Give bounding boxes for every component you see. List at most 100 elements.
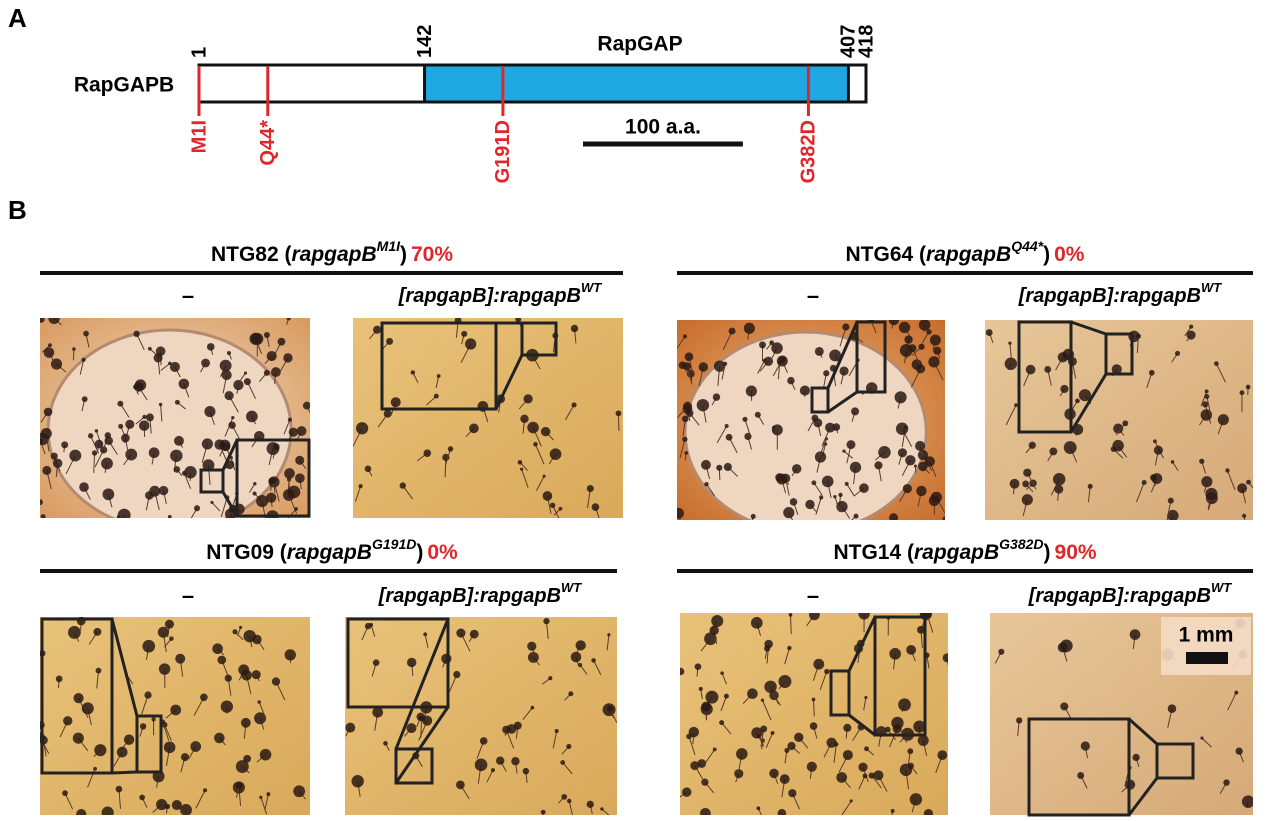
stalk [944,518,945,520]
spore-head [844,481,849,486]
spore-head [169,636,174,641]
stalk [162,721,170,741]
stalk [680,671,682,674]
stalk [1009,343,1012,358]
spore-head [819,495,824,500]
spore-head [929,334,941,346]
inset-small [199,468,225,494]
spore-head [266,792,271,797]
spore-head [345,722,356,733]
stalk [183,473,192,490]
inset-big [235,438,311,518]
spore-head [530,705,535,710]
stalk [260,797,268,815]
inset-connector [1127,777,1159,816]
spore-head [688,726,700,738]
spore-head [243,754,252,763]
paren: ) [416,541,423,564]
stalk [424,634,429,648]
spore-head [1080,741,1090,751]
stalk [562,762,573,775]
spore-head [464,338,477,350]
spore-head [174,399,180,405]
spore-head [263,369,270,376]
protein-name: RapGAPB [74,74,174,97]
spore-head [540,426,551,437]
spore-head [243,378,251,386]
spore-head [259,795,263,799]
spore-head [266,492,277,503]
spore-head [1201,476,1213,488]
spore-head [902,483,912,494]
spore-head [787,645,792,651]
inset-big [346,617,450,709]
spore-head [1241,795,1253,808]
spore-head [823,370,830,377]
spore-head [266,442,280,455]
spore-head [1113,423,1124,434]
stalk [42,516,44,518]
spore-head [878,446,891,459]
stalk [1166,500,1172,520]
spore-head [787,741,796,751]
inset-connector [826,321,859,389]
strain-title: NTG09 (rapgapBG191D) 0% [206,536,458,564]
spore-head [542,474,546,478]
spore-head [842,449,846,453]
inset-connector [1069,373,1108,433]
paren: ) [1044,541,1051,564]
spore-head [224,674,232,682]
spore-head [754,411,761,418]
spore-head [806,761,817,772]
spore-head [170,449,183,462]
spore-head [232,629,238,635]
spore-head [158,402,163,407]
spore-head [95,667,102,674]
strain-panels: NTG82 (rapgapBM1I) 70%– [rapgapB]:rapgapBW… [40,238,1253,817]
rescue-percent: 90% [1055,541,1097,564]
spore-head [151,717,156,722]
inset-big [1027,717,1131,817]
spore-head [358,484,363,489]
spore-head [543,618,550,625]
spore-head [813,418,823,428]
spore-head [696,398,710,412]
photo [40,617,310,815]
construct-label: [rapgapB]:rapgapBWT [378,580,583,607]
spore-head [1111,364,1122,375]
spore-head [288,427,298,437]
spore-head [52,458,63,469]
stalk [720,695,727,712]
rescue-percent: 0% [427,541,458,564]
spore-head [214,439,225,450]
spore-head [704,632,717,646]
spore-head [942,653,948,663]
spore-head [725,433,733,441]
spore-head [683,401,693,411]
spore-head [889,513,899,520]
spore-head [712,393,721,401]
stalk [190,507,198,518]
spore-head [72,347,76,351]
spore-head [1245,384,1251,390]
spore-head [1112,439,1124,452]
spore-head [836,772,848,783]
spore-head [728,327,736,335]
spore-head [364,622,372,630]
spore-head [1202,401,1209,408]
spore-head [744,432,752,441]
spore-head [560,760,566,765]
spore-head [1016,717,1023,724]
spore-head [169,361,180,372]
spore-head [913,720,926,733]
spore-head [271,478,277,484]
spore-head [133,384,139,390]
spore-head [1153,445,1163,455]
spore-head [889,647,901,660]
scale-label: 100 a.a. [625,116,701,139]
construct-sup: WT [581,280,602,295]
spore-head [704,481,709,487]
spore-head [1022,480,1030,488]
stalk [211,502,221,512]
spore-head [1237,483,1248,494]
